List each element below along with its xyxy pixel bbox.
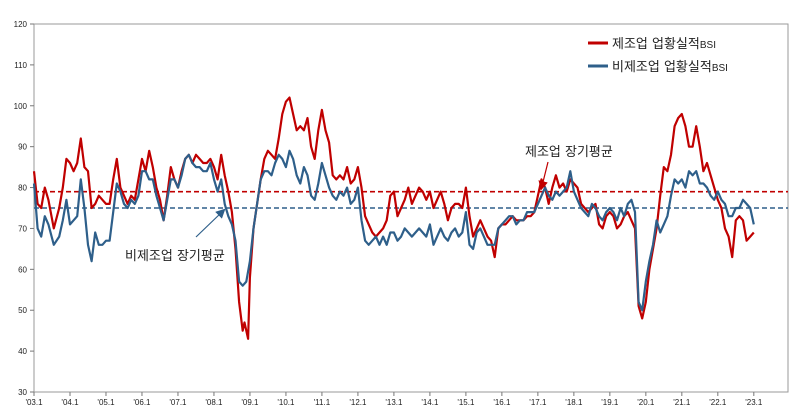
- x-tick-label: '11.1: [314, 398, 331, 407]
- y-tick-label: 120: [14, 20, 28, 29]
- y-axis: 30 40 50 60 70 80 90 100 110 120: [14, 20, 34, 397]
- legend: 제조업 업황실적BSI 비제조업 업황실적BSI: [588, 37, 728, 75]
- y-tick-label: 60: [18, 265, 27, 274]
- nonmanufacturing-bsi-line: [32, 149, 755, 312]
- x-tick-label: '03.1: [25, 398, 43, 407]
- manufacturing-bsi-line: [32, 96, 755, 340]
- y-tick-label: 100: [14, 102, 28, 111]
- x-tick-label: '23.1: [745, 398, 763, 407]
- x-axis: '03.1 '04.1 '05.1 '06.1 '07.1 '08.1 '09.1 '10.1…: [25, 392, 763, 407]
- x-tick-label: '04.1: [61, 398, 79, 407]
- x-tick-label: '12.1: [349, 398, 367, 407]
- x-tick-label: '20.1: [637, 398, 655, 407]
- x-tick-label: '19.1: [601, 398, 619, 407]
- reference-lines: [34, 190, 788, 209]
- y-tick-label: 50: [18, 306, 27, 315]
- annotation-manufacturing-average: 제조업 장기평균: [525, 145, 613, 160]
- y-tick-label: 90: [18, 143, 27, 152]
- legend-label-nonmanufacturing: 비제조업 업황실적BSI: [612, 60, 728, 75]
- y-tick-label: 80: [18, 184, 27, 193]
- legend-label-manufacturing: 제조업 업황실적BSI: [612, 37, 716, 52]
- y-tick-label: 40: [18, 347, 27, 356]
- x-tick-label: '07.1: [169, 398, 187, 407]
- y-tick-label: 110: [14, 61, 27, 70]
- x-tick-label: '13.1: [385, 398, 403, 407]
- x-tick-label: '10.1: [277, 398, 295, 407]
- x-tick-label: '09.1: [241, 398, 259, 407]
- x-tick-label: '06.1: [133, 398, 151, 407]
- x-tick-label: '17.1: [529, 398, 547, 407]
- x-tick-label: '14.1: [421, 398, 439, 407]
- y-tick-label: 30: [18, 388, 27, 397]
- x-tick-label: '22.1: [709, 398, 727, 407]
- y-tick-label: 70: [18, 224, 27, 233]
- annotation-nonmanufacturing-average: 비제조업 장기평균: [125, 249, 225, 264]
- annotations: 제조업 장기평균 비제조업 장기평균: [125, 145, 613, 264]
- x-tick-label: '08.1: [205, 398, 223, 407]
- x-tick-label: '05.1: [97, 398, 115, 407]
- x-tick-label: '16.1: [493, 398, 511, 407]
- series-lines: [32, 96, 755, 340]
- x-tick-label: '18.1: [565, 398, 583, 407]
- annotation-arrow-nonmanufacturing: [195, 208, 226, 238]
- x-tick-label: '15.1: [457, 398, 475, 407]
- annotation-arrow-manufacturing: [538, 161, 549, 191]
- x-tick-label: '21.1: [673, 398, 691, 407]
